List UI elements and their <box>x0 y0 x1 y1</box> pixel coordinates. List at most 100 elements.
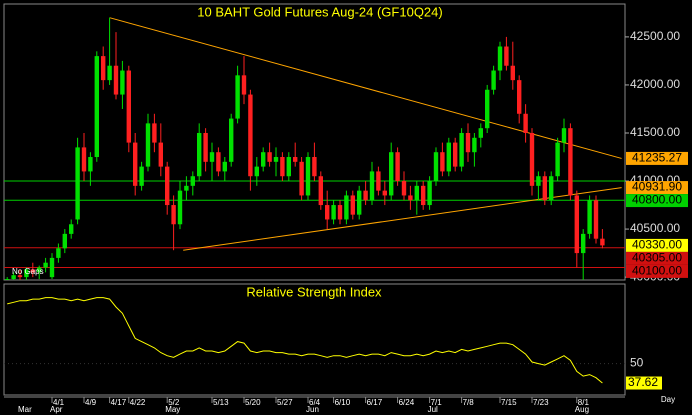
candle-body <box>190 176 195 186</box>
candle-body <box>318 176 323 206</box>
rsi-line <box>7 297 603 384</box>
candle-body <box>216 152 221 172</box>
candle-body <box>177 190 183 225</box>
candle-body <box>453 142 458 167</box>
candle-body <box>446 142 451 172</box>
x-tick-label: 4/1 <box>53 398 65 407</box>
candle-body <box>62 233 67 249</box>
candle-body <box>497 46 503 71</box>
candle-body <box>414 185 419 201</box>
y-tick-label: 41500.00 <box>630 125 680 139</box>
month-label: Apr <box>50 405 63 414</box>
price-tag-box <box>626 151 688 165</box>
x-tick-label: 7/1 <box>431 398 443 407</box>
candle-body <box>49 257 55 278</box>
candle-body <box>568 128 573 196</box>
candle-body <box>472 137 477 153</box>
x-tick-label: 5/20 <box>245 398 261 407</box>
candle-body <box>43 262 48 268</box>
candle-body <box>305 157 311 196</box>
candle-body <box>574 195 579 254</box>
candle-body <box>107 65 112 81</box>
month-label: May <box>165 405 180 414</box>
candle-body <box>267 152 272 162</box>
candle-body <box>37 267 42 273</box>
x-tick-label: 4/9 <box>85 398 97 407</box>
rsi-tag-box <box>626 376 662 390</box>
x-tick-label: 7/15 <box>501 398 517 407</box>
price-tag-box <box>626 181 688 195</box>
candle-body <box>229 118 234 162</box>
candle-body <box>286 157 291 177</box>
candle-body <box>593 200 599 239</box>
rsi-panel <box>3 283 626 396</box>
candle-body <box>517 80 522 114</box>
note: No Gaps <box>12 267 44 276</box>
candle-body <box>357 190 362 215</box>
y-tick-label: 40500.00 <box>630 221 680 235</box>
candle-body <box>561 128 567 143</box>
candle-body <box>81 147 87 172</box>
candle-body <box>171 205 176 225</box>
month-label: Jun <box>306 405 319 414</box>
x-tick-label: 8/1 <box>578 398 590 407</box>
candle-body <box>331 205 336 220</box>
candle-body <box>197 132 202 177</box>
month-label: Aug <box>575 405 589 414</box>
x-tick-label: 4/22 <box>130 398 146 407</box>
x-tick-label: 5/2 <box>168 398 180 407</box>
price-tag-box <box>626 264 688 278</box>
x-tick-label: 7/23 <box>533 398 549 407</box>
price-tag: 40800.00 <box>632 193 682 207</box>
rsi-title: Relative Strength Index <box>246 284 382 299</box>
y-tick-label: 42000.00 <box>630 77 680 91</box>
candle-body <box>542 176 547 201</box>
candle-body <box>248 94 253 177</box>
x-tick-label: 6/17 <box>367 398 383 407</box>
x-tick-label: 5/13 <box>213 398 229 407</box>
candle-body <box>549 176 554 201</box>
candle-body <box>94 56 99 158</box>
candle-body <box>273 157 279 162</box>
candle-body <box>536 176 541 186</box>
candle-body <box>152 123 157 143</box>
candle-body <box>440 152 445 172</box>
rsi-tag: 37.62 <box>628 375 658 389</box>
chart-title: 10 BAHT Gold Futures Aug-24 (GF10Q24) <box>197 4 442 19</box>
price-tag: 41235.27 <box>632 151 682 165</box>
y-tick-label: 42500.00 <box>630 29 680 43</box>
trendline <box>109 17 622 159</box>
candle-body <box>133 142 138 186</box>
trendline <box>183 187 622 251</box>
price-tag: 40305.00 <box>632 251 682 265</box>
candle-body <box>478 128 483 138</box>
price-plot <box>4 17 625 280</box>
x-tick-label: 7/8 <box>463 398 475 407</box>
candle-body <box>299 161 304 196</box>
price-tag-box <box>626 238 688 252</box>
candle-body <box>113 65 119 95</box>
candle-body <box>293 157 298 162</box>
candle-body <box>56 248 61 258</box>
candle-body <box>581 233 586 254</box>
candle-body <box>555 142 560 177</box>
candle-body <box>529 132 535 186</box>
price-tag-box <box>626 194 688 208</box>
candle-body <box>145 123 151 167</box>
candle-body <box>312 157 317 177</box>
x-axis-label: Day <box>661 395 675 404</box>
candle-body <box>184 185 189 191</box>
candle-body <box>280 157 285 177</box>
x-tick-label: 6/10 <box>335 398 351 407</box>
candle-body <box>344 195 349 220</box>
candle-body <box>69 224 74 234</box>
price-tag: 40100.00 <box>632 264 682 278</box>
x-tick-label: 6/24 <box>399 398 415 407</box>
candle-body <box>485 89 490 129</box>
candle-body <box>408 195 413 201</box>
candle-body <box>523 113 528 133</box>
candle-body <box>369 171 375 201</box>
candle-body <box>5 279 10 280</box>
